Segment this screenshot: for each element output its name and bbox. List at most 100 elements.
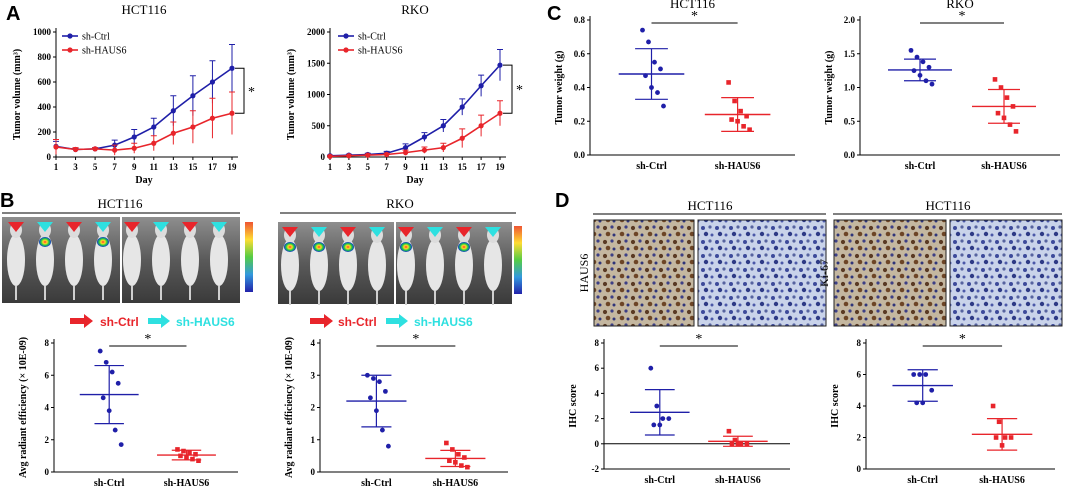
tumor-signal: [313, 242, 325, 252]
red-arrow-icon: [66, 222, 82, 232]
y-axis-label: IHC score: [568, 384, 579, 428]
mouse-body: [310, 239, 328, 291]
y-tick-label: 1.0: [844, 83, 856, 93]
data-point: [131, 145, 137, 151]
y-tick-label: -2: [592, 464, 600, 474]
data-point: [170, 130, 176, 136]
data-point: [365, 372, 370, 378]
data-point: [649, 85, 654, 90]
data-point: [738, 441, 744, 447]
data-point: [648, 365, 654, 371]
data-point: [209, 79, 216, 85]
data-point: [917, 72, 923, 78]
x-tick-label: 1: [54, 162, 59, 172]
x-category-label: sh-Ctrl: [907, 475, 938, 486]
data-point: [1010, 104, 1016, 109]
ivis-image-rko: [278, 222, 522, 305]
data-point: [421, 134, 428, 140]
data-point: [196, 458, 201, 464]
ihc-image-ki67-ctrl: [833, 219, 947, 327]
stain-label-haus6: HAUS6: [577, 254, 591, 293]
mouse-body: [397, 239, 415, 291]
data-point: [384, 151, 390, 158]
data-point: [654, 403, 660, 409]
series-line: [55, 112, 233, 151]
data-point: [646, 39, 651, 45]
cyan-arrow-icon: [95, 222, 111, 232]
y-tick-label: 8: [857, 338, 862, 348]
tumor-signal: [284, 242, 296, 252]
data-point: [53, 144, 59, 150]
x-tick-label: 9: [403, 162, 408, 172]
data-point: [72, 146, 79, 153]
data-point: [368, 395, 373, 401]
data-point: [729, 117, 734, 122]
data-point: [926, 64, 932, 70]
x-tick-label: 17: [208, 162, 218, 172]
data-point: [911, 68, 917, 74]
mouse-body: [210, 234, 228, 286]
data-point: [726, 80, 731, 85]
legend-marker: [67, 33, 73, 39]
significance-bracket: [503, 64, 513, 114]
data-point: [998, 85, 1004, 90]
mouse-body: [7, 234, 25, 286]
scatter-chart-ihc-haus6: -2 0 2 4 6 8 IHC score sh-Ctrl sh-HAUS6 *: [568, 332, 790, 486]
data-point: [447, 458, 452, 464]
tumor-signal: [342, 242, 354, 252]
data-point: [744, 113, 749, 119]
y-tick-label: 4: [45, 403, 50, 413]
scatter-chart-tumor-weight-hct116: HCT116 0.0 0.2 0.4 0.6 0.8 Tumor weight (g) sh-…: [554, 0, 795, 172]
data-point: [380, 427, 385, 433]
data-point: [465, 464, 470, 470]
data-point: [732, 98, 737, 104]
data-point: [661, 103, 666, 109]
data-point: [453, 460, 458, 465]
red-arrow-icon: [340, 227, 356, 237]
x-tick-label: 19: [496, 162, 506, 172]
cyan-arrow-icon: [148, 314, 170, 328]
x-tick-label: 5: [93, 162, 98, 172]
x-tick-label: 15: [188, 162, 198, 172]
x-category-label: sh-Ctrl: [361, 478, 392, 488]
y-tick-label: 0.8: [574, 15, 586, 25]
data-point: [190, 456, 195, 462]
y-axis-label: Avg radiant efficiency (× 10E-09): [284, 337, 295, 478]
significance-bracket: [235, 67, 245, 114]
tumor-signal: [97, 237, 109, 247]
mouse-body: [65, 234, 83, 286]
data-point: [652, 59, 657, 65]
y-tick-label: 1.5: [844, 49, 856, 59]
mouse-body: [181, 234, 199, 286]
data-point: [741, 124, 746, 129]
mouse-body: [368, 239, 386, 291]
data-point: [459, 104, 465, 110]
data-point: [658, 66, 663, 72]
data-point: [190, 93, 196, 99]
y-tick-label: 600: [38, 77, 52, 87]
legend-label-ctrl: sh-Ctrl: [100, 315, 139, 329]
cyan-arrow-icon: [427, 227, 443, 237]
y-tick-label: 0.5: [844, 116, 856, 126]
y-tick-label: 0.0: [574, 150, 586, 160]
data-point: [726, 428, 732, 434]
data-point: [923, 78, 929, 84]
data-point: [996, 419, 1002, 425]
scatter-chart-ihc-ki67: 0 2 4 6 8 IHC score sh-Ctrl sh-HAUS6 *: [830, 332, 1055, 486]
mouse-body: [339, 239, 357, 291]
y-tick-label: 0.0: [844, 150, 856, 160]
data-point: [386, 443, 391, 449]
data-point: [209, 115, 216, 121]
y-tick-label: 6: [595, 363, 600, 373]
data-point: [914, 400, 920, 406]
y-tick-label: 4: [857, 401, 862, 411]
y-tick-label: 500: [312, 121, 326, 131]
y-tick-label: 0: [321, 152, 326, 162]
red-arrow-icon: [8, 222, 24, 232]
y-tick-label: 0.2: [574, 116, 586, 126]
y-tick-label: 2000: [307, 27, 326, 37]
cyan-arrow-icon: [485, 227, 501, 237]
imaging-legend-hct116: sh-Ctrl sh-HAUS6: [70, 314, 235, 329]
y-tick-label: 1500: [307, 58, 326, 68]
data-point: [97, 348, 103, 354]
